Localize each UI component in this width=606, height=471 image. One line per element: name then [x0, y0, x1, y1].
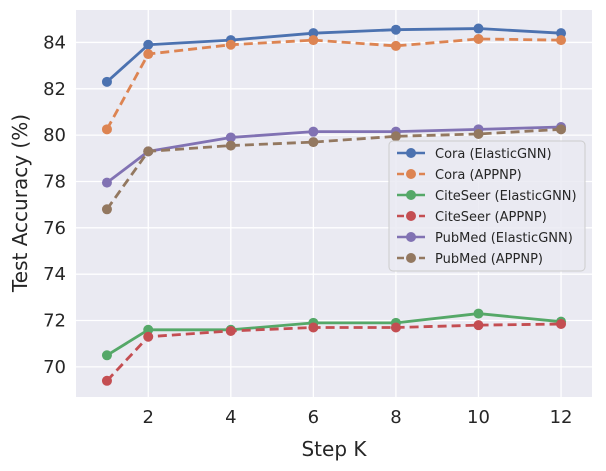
x-tick-label: 4 — [225, 407, 236, 428]
x-tick-label: 2 — [143, 407, 154, 428]
legend-marker — [406, 190, 416, 200]
legend-marker — [406, 148, 416, 158]
data-point — [143, 331, 154, 342]
data-point — [556, 28, 567, 39]
data-point — [556, 35, 567, 46]
data-point — [473, 23, 484, 34]
data-point — [308, 322, 319, 333]
data-point — [101, 177, 112, 188]
y-tick-labels: 70 72 74 76 78 80 82 84 — [43, 32, 66, 377]
x-tick-labels: 2 4 6 8 10 12 — [143, 407, 573, 428]
x-tick-label: 10 — [467, 407, 490, 428]
data-point — [143, 49, 154, 60]
legend-item: Cora (APPNP) — [397, 168, 522, 183]
y-tick-label: 80 — [43, 125, 66, 146]
data-point — [308, 35, 319, 46]
series-lines — [101, 23, 567, 386]
legend-item: CiteSeer (ElasticGNN) — [397, 189, 577, 204]
legend-box — [388, 140, 586, 272]
data-point — [225, 325, 236, 336]
series-cora-appnp — [101, 33, 567, 135]
legend-item: Cora (ElasticGNN) — [397, 147, 552, 162]
legend-item: PubMed (ElasticGNN) — [397, 231, 573, 246]
y-tick-label: 76 — [43, 218, 66, 239]
x-tick-label: 6 — [308, 407, 319, 428]
y-tick-label: 84 — [43, 32, 66, 53]
legend-item: PubMed (APPNP) — [397, 252, 543, 267]
data-point — [143, 324, 154, 335]
y-tick-label: 74 — [43, 264, 66, 285]
legend-marker — [406, 232, 416, 242]
data-point — [143, 39, 154, 50]
data-point — [390, 40, 401, 51]
legend-label: PubMed (APPNP) — [435, 252, 543, 267]
data-point — [101, 375, 112, 386]
legend-marker — [406, 169, 416, 179]
y-tick-label: 70 — [43, 357, 66, 378]
legend: Cora (ElasticGNN) Cora (APPNP) CiteSeer (E… — [388, 140, 586, 272]
data-point — [101, 350, 112, 361]
series-pubmed-appnp — [101, 124, 567, 215]
data-point — [308, 137, 319, 148]
data-point — [556, 124, 567, 135]
data-point — [143, 146, 154, 157]
x-axis-label: Step K — [301, 437, 367, 461]
legend-label: Cora (APPNP) — [435, 168, 522, 183]
data-point — [556, 319, 567, 330]
data-point — [101, 76, 112, 87]
data-point — [101, 204, 112, 215]
data-point — [390, 322, 401, 333]
data-point — [473, 128, 484, 139]
legend-label: Cora (ElasticGNN) — [435, 147, 552, 162]
y-tick-label: 72 — [43, 311, 66, 332]
data-point — [225, 39, 236, 50]
legend-label: CiteSeer (ElasticGNN) — [435, 189, 577, 204]
series-citeseer-appnp — [101, 319, 567, 386]
legend-item: CiteSeer (APPNP) — [397, 210, 547, 225]
x-tick-label: 8 — [390, 407, 401, 428]
y-tick-label: 78 — [43, 171, 66, 192]
data-point — [473, 308, 484, 319]
data-point — [308, 126, 319, 137]
legend-label: PubMed (ElasticGNN) — [435, 231, 573, 246]
data-point — [473, 33, 484, 44]
y-tick-label: 82 — [43, 79, 66, 100]
data-point — [390, 131, 401, 142]
data-point — [473, 320, 484, 331]
data-point — [225, 140, 236, 151]
data-point — [101, 124, 112, 135]
legend-marker — [406, 253, 416, 263]
data-point — [390, 24, 401, 35]
data-point — [308, 28, 319, 39]
legend-label: CiteSeer (APPNP) — [435, 210, 547, 225]
x-tick-label: 12 — [550, 407, 573, 428]
legend-marker — [406, 211, 416, 221]
y-axis-label: Test Accuracy (%) — [8, 114, 32, 293]
data-point — [225, 132, 236, 143]
